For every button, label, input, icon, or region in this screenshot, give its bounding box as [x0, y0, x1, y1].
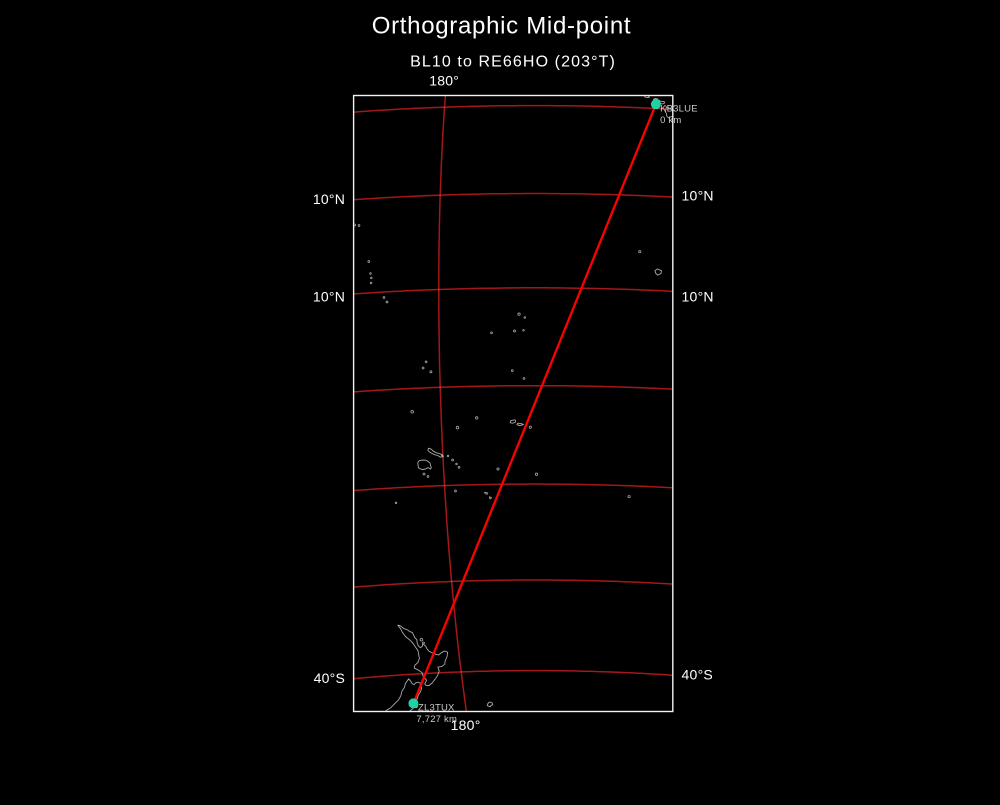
svg-text:Orthographic Mid-point: Orthographic Mid-point — [372, 13, 632, 40]
svg-text:180°: 180° — [451, 717, 481, 733]
svg-text:180°: 180° — [429, 73, 459, 89]
svg-text:10°N: 10°N — [313, 191, 345, 207]
svg-text:0 km: 0 km — [660, 115, 681, 126]
svg-text:BL10 to RE66HO (203°T): BL10 to RE66HO (203°T) — [410, 54, 616, 71]
svg-text:10°N: 10°N — [682, 288, 714, 304]
svg-text:10°N: 10°N — [682, 188, 714, 204]
svg-text:10°N: 10°N — [313, 289, 345, 305]
svg-text:7,727 km: 7,727 km — [416, 714, 457, 725]
svg-text:ZL3TUX: ZL3TUX — [418, 702, 455, 713]
svg-text:40°S: 40°S — [682, 666, 714, 682]
svg-text:40°S: 40°S — [314, 670, 346, 686]
svg-text:KB3LUE: KB3LUE — [660, 103, 698, 114]
